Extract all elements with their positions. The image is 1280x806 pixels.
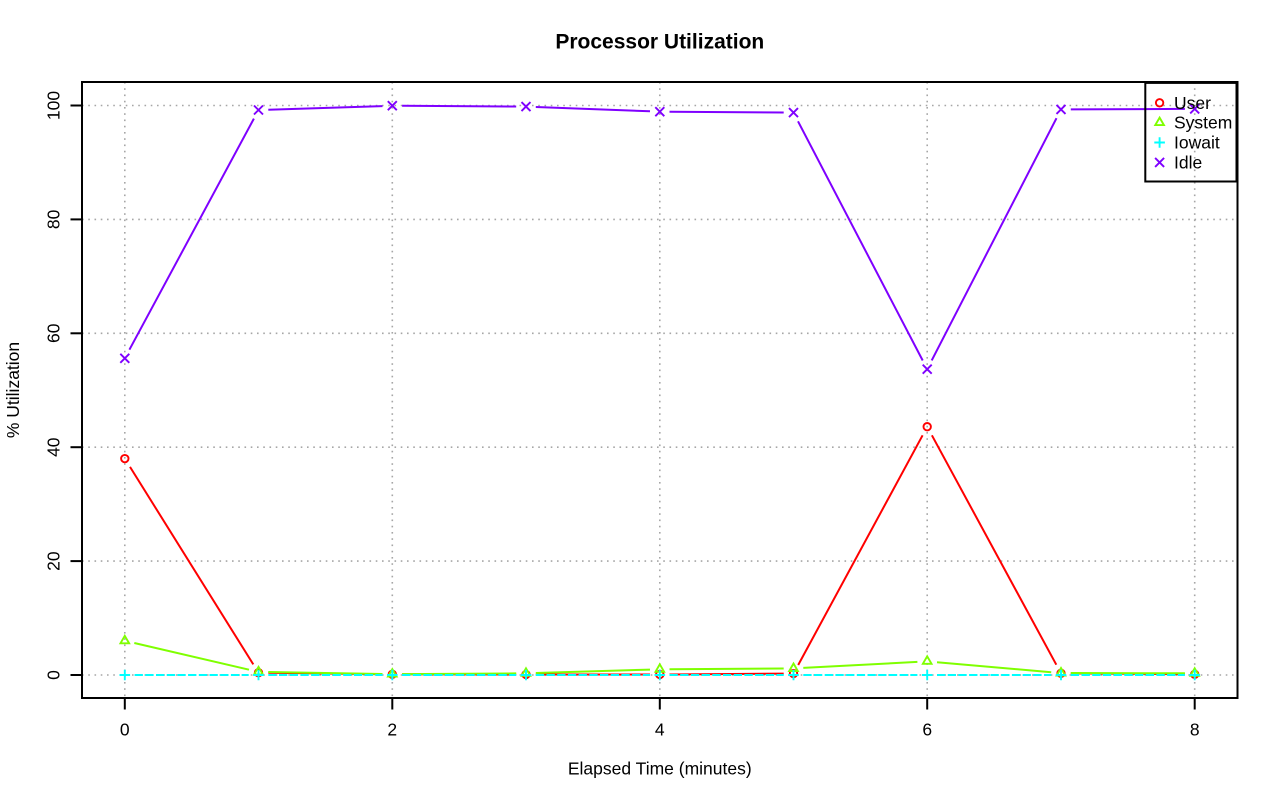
svg-text:0: 0	[44, 670, 64, 680]
svg-text:100: 100	[44, 91, 64, 120]
svg-text:20: 20	[44, 551, 64, 571]
svg-text:4: 4	[655, 720, 665, 740]
svg-text:80: 80	[44, 209, 64, 229]
svg-text:User: User	[1174, 93, 1211, 113]
svg-text:System: System	[1174, 113, 1232, 133]
svg-text:60: 60	[44, 323, 64, 343]
svg-text:2: 2	[387, 720, 397, 740]
svg-text:40: 40	[44, 437, 64, 457]
svg-text:Iowait: Iowait	[1174, 133, 1220, 153]
svg-text:0: 0	[120, 720, 130, 740]
svg-text:% Utilization: % Utilization	[3, 342, 23, 438]
svg-text:Processor Utilization: Processor Utilization	[555, 31, 764, 54]
svg-text:8: 8	[1190, 720, 1200, 740]
svg-text:Elapsed Time (minutes): Elapsed Time (minutes)	[568, 759, 752, 779]
svg-text:Idle: Idle	[1174, 153, 1202, 173]
svg-text:6: 6	[922, 720, 932, 740]
